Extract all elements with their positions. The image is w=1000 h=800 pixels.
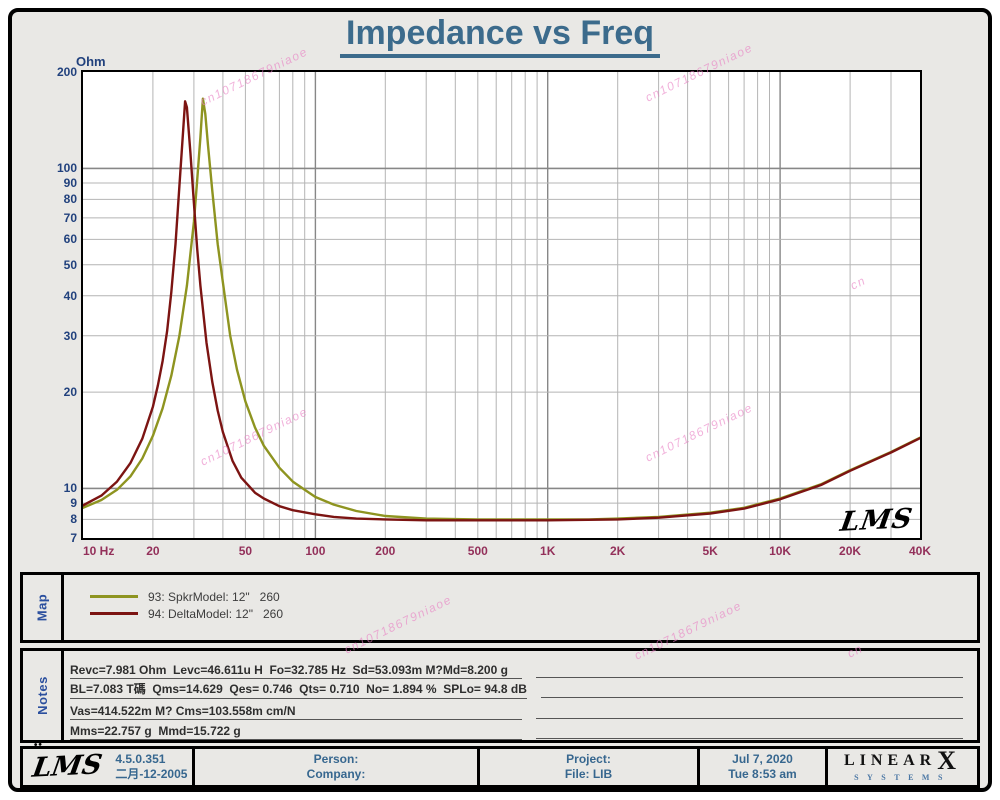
notes-text: Vas=414.522m M? Cms=103.558m cm/N (70, 704, 522, 720)
plot-canvas (83, 72, 920, 538)
status-bar: ¨ LMS 4.5.0.351 二月-12-2005 Person: Compan… (20, 739, 980, 788)
project-label: Project: (566, 752, 611, 766)
report-date: Jul 7, 2020 (732, 752, 793, 766)
linearx-x-glyph: X (937, 746, 961, 776)
notes-line: BL=7.083 T碼 Qms=14.629 Qes= 0.746 Qts= 0… (70, 679, 967, 699)
y-tick-label: 80 (63, 192, 77, 207)
map-panel-side-label: Map (23, 575, 64, 640)
y-tick-label: 9 (70, 496, 77, 511)
report-time: Tue 8:53 am (728, 767, 797, 781)
lms-logo-dots: ¨ (32, 739, 44, 764)
y-tick-label: 90 (63, 175, 77, 190)
linearx-wordmark: LINEAR X (843, 746, 961, 776)
notes-rule-line (536, 737, 963, 739)
x-tick-label: 40K (908, 544, 932, 558)
notes-lines: Revc=7.981 Ohm Levc=46.611u H Fo=32.785 … (64, 651, 977, 740)
notes-rule-line (540, 696, 963, 698)
x-tick-label: 10 Hz (83, 544, 115, 558)
impedance-plot-area: LMS (81, 70, 922, 540)
x-tick-label: 500 (467, 544, 488, 558)
y-tick-label: 40 (63, 288, 77, 303)
y-tick-label: 50 (63, 257, 77, 272)
version-date: 二月-12-2005 (115, 767, 188, 781)
y-tick-label: 30 (63, 328, 77, 343)
page-title: Impedance vs Freq (339, 14, 661, 58)
impedance-curve (83, 97, 920, 521)
legend-label: 93: SpkrModel: 12" 260 (148, 589, 280, 604)
version-number: 4.5.0.351 (115, 752, 166, 766)
legend-item: 93: SpkrModel: 12" 260 (90, 588, 283, 605)
version-block: 4.5.0.351 二月-12-2005 (115, 752, 187, 782)
x-tick-label: 10K (769, 544, 792, 558)
footer-person-cell: Person: Company: (195, 749, 480, 785)
notes-text: Revc=7.981 Ohm Levc=46.611u H Fo=32.785 … (70, 663, 522, 679)
legend-label: 94: DeltaModel: 12" 260 (148, 606, 284, 621)
notes-line: Revc=7.981 Ohm Levc=46.611u H Fo=32.785 … (70, 658, 967, 679)
x-tick-label: 200 (375, 544, 396, 558)
x-tick-label: 20K (839, 544, 862, 558)
footer-project-cell: Project: File: LIB (480, 749, 700, 785)
y-tick-label: 70 (63, 210, 77, 225)
y-tick-label: 200 (56, 65, 77, 79)
legend-line-swatch (90, 595, 138, 598)
notes-text: Mms=22.757 g Mmd=15.722 g (70, 724, 522, 740)
notes-line: Mms=22.757 g Mmd=15.722 g (70, 720, 967, 740)
linearx-systems-text: SYSTEMS (854, 772, 951, 782)
x-tick-label: 1K (540, 544, 556, 558)
legend-line-swatch (90, 612, 138, 615)
footer-datetime-cell: Jul 7, 2020 Tue 8:53 am (700, 749, 828, 785)
notes-rule-line (536, 717, 963, 719)
y-tick-label: 20 (63, 385, 77, 400)
y-tick-label: 60 (63, 232, 77, 247)
y-axis-unit-label: Ohm (76, 54, 106, 69)
lms-plot-logo: LMS (837, 503, 915, 538)
map-panel: Map 93: SpkrModel: 12" 260 94: DeltaModel… (20, 572, 980, 643)
person-label: Person: (313, 752, 359, 766)
y-tick-label: 100 (56, 161, 77, 176)
x-tick-label: 100 (305, 544, 326, 558)
y-tick-label: 10 (63, 481, 77, 496)
notes-panel-side-label: Notes (23, 651, 64, 740)
x-tick-label: 5K (702, 544, 718, 558)
notes-text: BL=7.083 T碼 Qms=14.629 Qes= 0.746 Qts= 0… (70, 680, 527, 699)
lms-footer-logo: ¨ LMS (30, 739, 105, 784)
legend-item: 94: DeltaModel: 12" 260 (90, 605, 283, 622)
y-tick-label: 7 (70, 531, 77, 545)
footer-logo-cell: ¨ LMS 4.5.0.351 二月-12-2005 (23, 739, 195, 785)
company-label: Company: (306, 767, 366, 781)
x-tick-label: 20 (146, 544, 160, 558)
linearx-logo: LINEAR X SYSTEMS (828, 746, 977, 785)
notes-panel: Notes Revc=7.981 Ohm Levc=46.611u H Fo=3… (20, 648, 980, 743)
y-tick-label: 8 (70, 512, 77, 527)
impedance-curve (83, 100, 920, 522)
notes-line: Vas=414.522m M? Cms=103.558m cm/N (70, 699, 967, 720)
x-tick-label: 2K (610, 544, 626, 558)
legend-list: 93: SpkrModel: 12" 260 94: DeltaModel: 12… (64, 575, 283, 640)
x-tick-label: 50 (238, 544, 253, 558)
notes-rule-line (536, 676, 963, 678)
file-label: File: LIB (564, 767, 613, 781)
